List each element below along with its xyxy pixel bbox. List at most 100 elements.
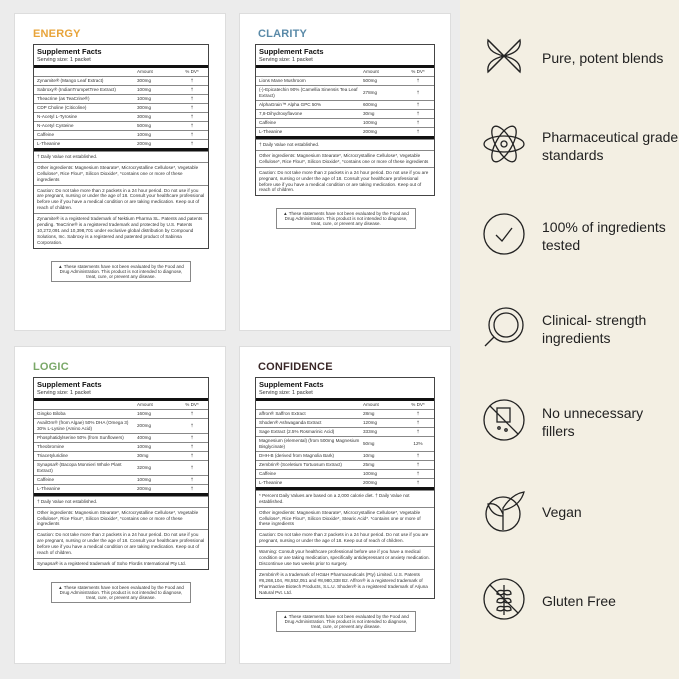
ingredient-name: (-)-Epicatechin 90% (Camellia Sinensis T… xyxy=(259,86,358,98)
divider-bar xyxy=(256,397,434,401)
ingredient-amount: 200mg xyxy=(137,485,152,491)
ingredient-amount: 100mg xyxy=(363,470,378,476)
column-header: Amount % DV* xyxy=(34,68,208,76)
serving-size: Serving size: 1 packet xyxy=(259,389,313,396)
ingredient-row: Sabroxy® (IndianTrumpetTree Extract) 100m… xyxy=(34,84,208,94)
ingredient-amount: 600mg xyxy=(363,101,378,107)
feature-item: Vegan xyxy=(482,488,582,536)
ingredient-amount: 400mg xyxy=(137,434,152,440)
column-header: Amount % DV* xyxy=(34,401,208,409)
ingredient-name: Magnesium (elemental) (from 500mg Magnes… xyxy=(259,437,360,449)
facts-note: Caution: Do not take more than 2 packets… xyxy=(34,529,208,558)
ingredient-amount: 500mg xyxy=(363,77,378,83)
facts-title: Supplement Facts xyxy=(37,380,102,389)
ingredient-row: CDP Choline (Citicoline) 300mg † xyxy=(34,102,208,112)
ingredient-dv: 12% xyxy=(413,440,423,446)
col-amount: Amount xyxy=(137,401,153,407)
facts-header: Supplement Facts Serving size: 1 packet xyxy=(34,378,208,398)
ingredient-amount: 10mg xyxy=(363,452,375,458)
ingredient-row: 7,8-Dihydroxyflavone 30mg † xyxy=(256,108,434,118)
clarity-panel: CLARITY Supplement Facts Serving size: 1 p… xyxy=(239,13,451,331)
ingredient-dv: † xyxy=(190,77,194,83)
ingredient-row: Gingko Biloba 160mg † xyxy=(34,408,208,418)
ingredient-dv: † xyxy=(190,434,194,440)
ingredient-row: N-Acetyl L-Tyrosine 300mg † xyxy=(34,111,208,121)
ingredient-name: Phosphatidylserine 50% (from Sunflowers) xyxy=(37,434,124,440)
facts-header: Supplement Facts Serving size: 1 packet xyxy=(34,45,208,65)
feature-label: Vegan xyxy=(542,504,582,520)
ingredient-dv: † xyxy=(190,95,194,101)
divider-bar xyxy=(256,486,434,490)
ingredient-row: (-)-Epicatechin 90% (Camellia Sinensis T… xyxy=(256,84,434,100)
col-dv: % DV* xyxy=(185,401,199,407)
supplement-facts-box: Supplement Facts Serving size: 1 packet Am… xyxy=(255,377,435,600)
col-amount: Amount xyxy=(137,68,153,74)
energy-panel: ENERGY Supplement Facts Serving size: 1 pa… xyxy=(14,13,226,331)
col-amount: Amount xyxy=(363,68,379,74)
feature-item: Pure, potent blends xyxy=(482,34,663,82)
ingredient-amount: 320mg xyxy=(137,464,152,470)
ingredient-row: Triacetyluridine 30mg † xyxy=(34,450,208,460)
ingredient-row: DHH-B (derived from Magnolia Bark) 10mg † xyxy=(256,450,434,460)
facts-title: Supplement Facts xyxy=(259,380,324,389)
ingredient-row: affron® Saffron Extract 28mg † xyxy=(256,408,434,418)
ingredient-dv: † xyxy=(416,479,420,485)
col-dv: % DV* xyxy=(185,68,199,74)
ingredient-dv: † xyxy=(190,443,194,449)
confidence-panel: CONFIDENCE Supplement Facts Serving size: … xyxy=(239,346,451,664)
feature-label: Gluten Free xyxy=(542,593,616,609)
ingredient-row: L-Theanine 200mg † xyxy=(34,138,208,148)
ingredient-name: Triacetyluridine xyxy=(37,452,68,458)
ingredient-name: N-Acetyl L-Tyrosine xyxy=(37,113,78,119)
ingredient-dv: † xyxy=(190,410,194,416)
ingredient-dv: † xyxy=(190,86,194,92)
facts-note: † Daily Value not established. xyxy=(256,138,434,150)
ingredient-row: Lions Mane Mushroom 500mg † xyxy=(256,75,434,85)
ingredient-row: Sage Extract (2.5% Rosmarinic Acid) 333mg… xyxy=(256,426,434,436)
feature-label: Pharmaceutical grade standards xyxy=(542,129,679,163)
ingredient-dv: † xyxy=(416,110,420,116)
fda-disclaimer: ▲ These statements have not been evaluat… xyxy=(51,261,191,282)
ingredient-amount: 100mg xyxy=(137,95,152,101)
fda-disclaimer: ▲ These statements have not been evaluat… xyxy=(276,208,416,229)
ingredient-dv: † xyxy=(190,131,194,137)
ingredient-dv: † xyxy=(190,476,194,482)
facts-note: Other ingredients: Magnesium Stearate*, … xyxy=(34,506,208,530)
fda-disclaimer: ▲ These statements have not been evaluat… xyxy=(51,582,191,603)
column-header: Amount % DV* xyxy=(256,68,434,76)
ingredient-name: Sage Extract (2.5% Rosmarinic Acid) xyxy=(259,428,335,434)
feature-item: 100% of ingredients tested xyxy=(482,212,679,260)
facts-note: Caution: Do not take more than 2 packets… xyxy=(256,166,434,196)
facts-note: Warning: Consult your healthcare profess… xyxy=(256,546,434,569)
no-fillers-icon xyxy=(482,398,526,446)
ingredient-name: Zynamite® (Mango Leaf Extract) xyxy=(37,77,104,83)
ingredient-dv: † xyxy=(416,419,420,425)
ingredient-amount: 278mg xyxy=(363,89,378,95)
ingredient-amount: 100mg xyxy=(363,119,378,125)
col-dv: % DV* xyxy=(411,401,425,407)
ingredient-amount: 200mg xyxy=(137,422,152,428)
feature-label: Pure, potent blends xyxy=(542,50,664,66)
ingredient-name: Synapsa® (Bacopa Monnieri Whole Plant Ex… xyxy=(37,461,122,473)
ingredient-row: Caffeine 100mg † xyxy=(256,468,434,478)
facts-note: † Daily Value not established. xyxy=(34,495,208,507)
ingredient-dv: † xyxy=(190,464,194,470)
ingredient-amount: 100mg xyxy=(137,131,152,137)
no-wheat-icon xyxy=(482,577,526,625)
ingredient-name: L-Theanine xyxy=(259,128,283,134)
ingredient-amount: 120mg xyxy=(363,419,378,425)
ingredient-row: Shoden® Ashwaganda Extract 120mg † xyxy=(256,417,434,427)
magnifier-dish-icon xyxy=(482,305,526,353)
facts-note: * Percent Daily Values are based on a 2,… xyxy=(256,489,434,507)
atom-icon xyxy=(482,122,526,170)
ingredient-name: Gingko Biloba xyxy=(37,410,66,416)
facts-title: Supplement Facts xyxy=(37,47,102,56)
ingredient-name: Zembrin® (Sceletium Tortuosum Extract) xyxy=(259,461,342,467)
ingredient-amount: 333mg xyxy=(363,428,378,434)
ingredient-amount: 200mg xyxy=(137,140,152,146)
ingredient-name: Theobromine xyxy=(37,443,65,449)
ingredient-name: L-Theanine xyxy=(259,479,283,485)
ingredient-amount: 30mg xyxy=(137,452,149,458)
facts-note: Caution: Do not take more than 2 packets… xyxy=(34,184,208,214)
column-header: Amount % DV* xyxy=(256,401,434,409)
